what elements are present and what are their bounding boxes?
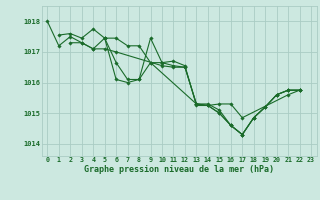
X-axis label: Graphe pression niveau de la mer (hPa): Graphe pression niveau de la mer (hPa): [84, 165, 274, 174]
